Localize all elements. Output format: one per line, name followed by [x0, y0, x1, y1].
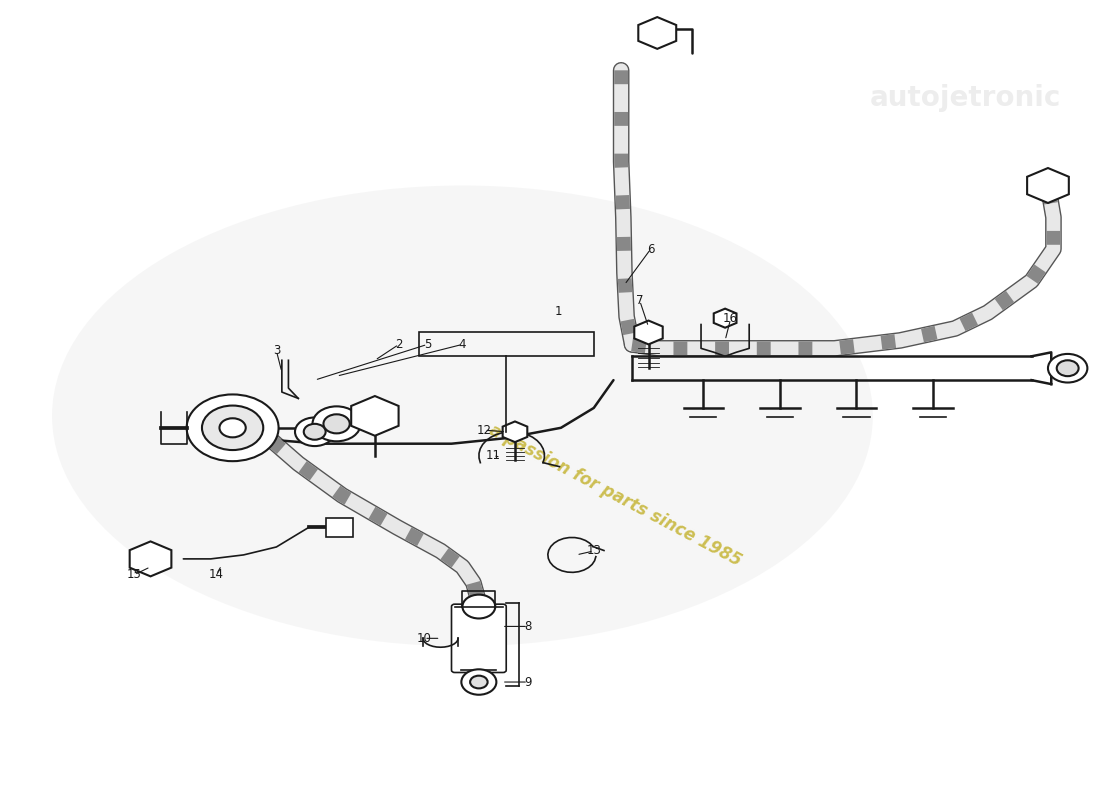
- Text: 2: 2: [395, 338, 403, 351]
- Circle shape: [202, 406, 263, 450]
- Text: autojetronic: autojetronic: [870, 84, 1062, 112]
- Polygon shape: [351, 396, 398, 436]
- Text: 4: 4: [459, 338, 466, 351]
- Text: 10: 10: [417, 632, 431, 645]
- Circle shape: [304, 424, 326, 440]
- Text: 7: 7: [636, 294, 644, 307]
- Circle shape: [470, 676, 487, 688]
- Circle shape: [312, 406, 361, 442]
- Text: 12: 12: [476, 424, 492, 437]
- Text: 14: 14: [209, 568, 223, 582]
- Circle shape: [1048, 354, 1088, 382]
- Circle shape: [462, 594, 495, 618]
- Bar: [326, 518, 353, 537]
- Text: 5: 5: [424, 338, 431, 351]
- Circle shape: [187, 394, 278, 461]
- Text: 13: 13: [586, 545, 602, 558]
- Circle shape: [323, 414, 350, 434]
- Circle shape: [220, 418, 245, 438]
- Polygon shape: [635, 321, 662, 344]
- Text: 16: 16: [723, 313, 738, 326]
- Polygon shape: [638, 17, 676, 49]
- Text: 3: 3: [273, 344, 280, 358]
- Ellipse shape: [52, 186, 873, 646]
- Circle shape: [1057, 360, 1079, 376]
- Text: 11: 11: [485, 449, 501, 462]
- Text: 15: 15: [126, 568, 142, 582]
- Polygon shape: [714, 309, 737, 328]
- Circle shape: [461, 670, 496, 694]
- Polygon shape: [1027, 168, 1069, 203]
- FancyBboxPatch shape: [451, 604, 506, 673]
- Circle shape: [295, 418, 334, 446]
- Polygon shape: [503, 422, 527, 442]
- Text: a passion for parts since 1985: a passion for parts since 1985: [486, 421, 745, 570]
- Text: 8: 8: [525, 620, 531, 633]
- Text: 1: 1: [556, 305, 562, 318]
- Polygon shape: [130, 542, 172, 576]
- Text: 6: 6: [647, 242, 654, 255]
- Text: 9: 9: [525, 675, 532, 689]
- Bar: [419, 333, 594, 356]
